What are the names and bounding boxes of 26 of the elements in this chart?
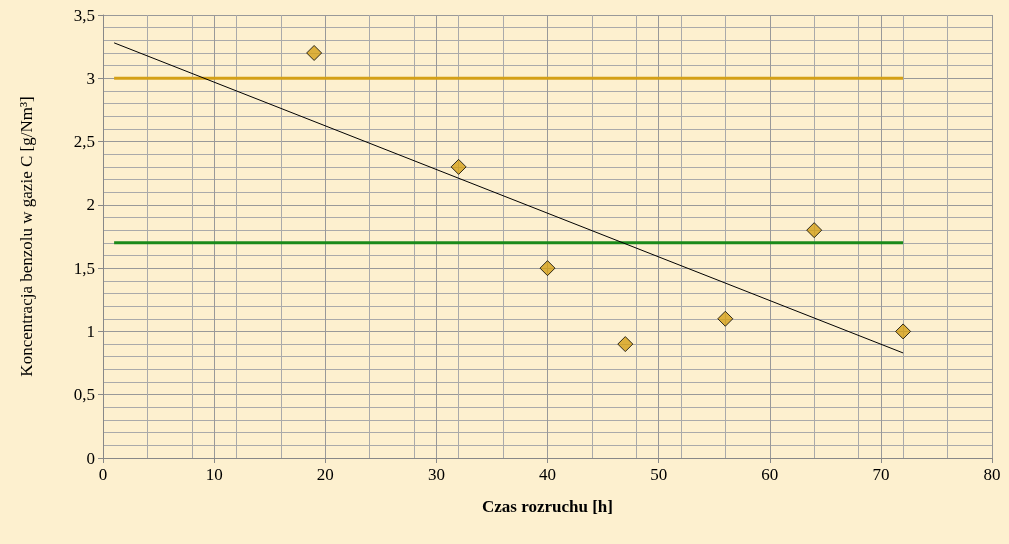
- x-tick-label: 40: [539, 465, 556, 484]
- point: [539, 260, 556, 277]
- y-tick-label: 1: [86, 321, 95, 341]
- x-tick-label: 80: [983, 465, 1001, 484]
- point: [717, 310, 734, 327]
- y-tick-label: 3: [86, 68, 95, 88]
- x-tick-label: 70: [872, 465, 890, 484]
- x-tick-label: 60: [761, 465, 779, 484]
- y-tick-label: 0,5: [73, 385, 95, 405]
- y-tick-label: 1,5: [73, 258, 95, 278]
- x-axis-title: Czas rozruchu [h]: [482, 497, 613, 516]
- point: [895, 323, 912, 340]
- y-tick-label: 3,5: [73, 5, 95, 25]
- y-tick-label: 2,5: [73, 132, 95, 152]
- y-axis-title: Koncentracja benzolu w gazie C [g/Nm³]: [17, 96, 36, 377]
- point: [806, 222, 823, 239]
- point: [450, 158, 467, 175]
- x-tick-label: 30: [427, 465, 445, 484]
- x-tick-label: 10: [205, 465, 223, 484]
- point: [306, 44, 323, 61]
- y-tick-label: 2: [86, 195, 95, 215]
- x-tick-label: 50: [650, 465, 668, 484]
- y-tick-label: 0: [86, 448, 95, 468]
- point: [617, 336, 634, 353]
- x-tick-label: 0: [98, 465, 108, 484]
- x-tick-label: 20: [316, 465, 334, 484]
